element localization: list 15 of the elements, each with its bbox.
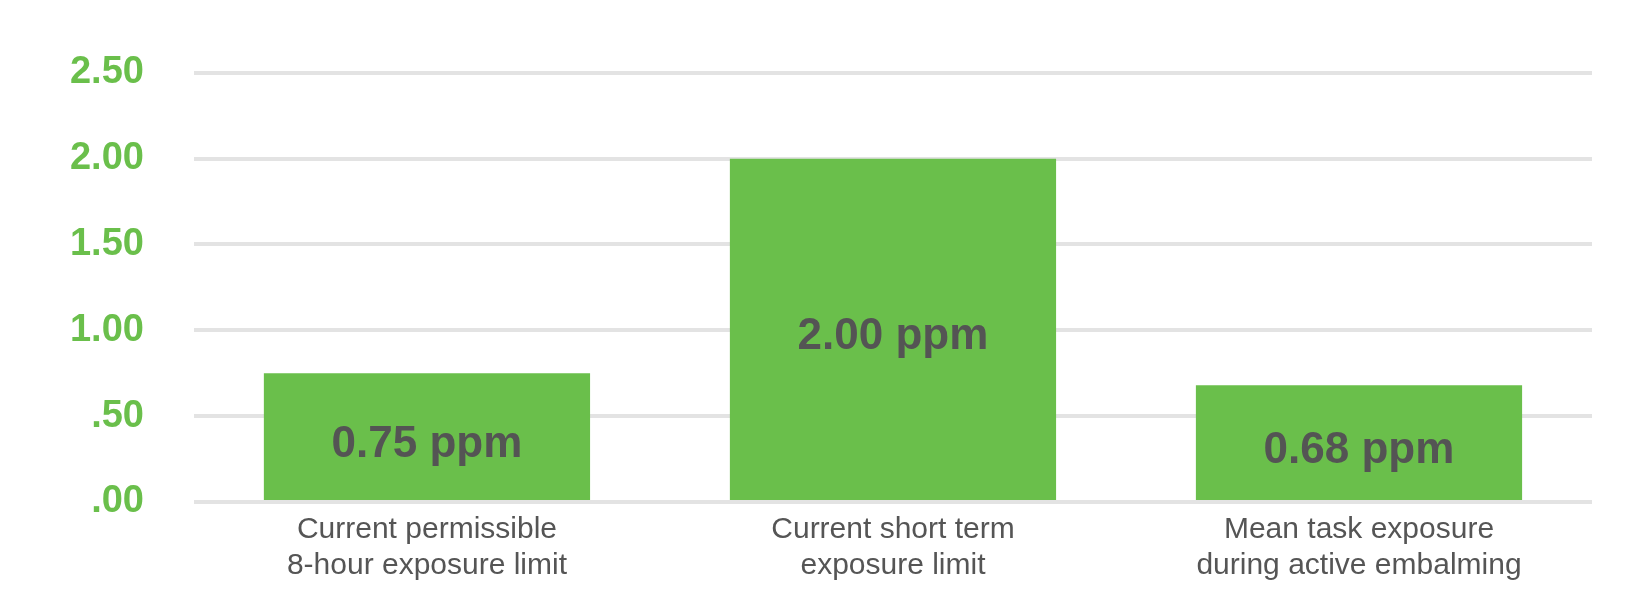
y-tick-label: 2.50 bbox=[69, 49, 144, 92]
y-tick-label: 1.00 bbox=[69, 306, 144, 349]
data-label: 2.00 ppm bbox=[797, 309, 989, 359]
x-tick-label: Current permissible 8-hour exposure limit bbox=[286, 511, 568, 581]
x-tick-label: Mean task exposure during active embalming bbox=[1196, 511, 1522, 581]
y-tick-label: 2.00 bbox=[69, 135, 144, 178]
bar bbox=[1195, 385, 1523, 500]
bar bbox=[263, 373, 591, 500]
data-label: 0.68 ppm bbox=[1263, 422, 1455, 472]
y-tick-label: 1.50 bbox=[69, 220, 144, 263]
y-tick-label: .00 bbox=[91, 478, 144, 521]
y-tick-label: .50 bbox=[91, 392, 144, 435]
x-tick-label: Current short term exposure limit bbox=[771, 511, 1015, 581]
data-label: 0.75 ppm bbox=[331, 416, 523, 466]
bar bbox=[729, 158, 1057, 500]
